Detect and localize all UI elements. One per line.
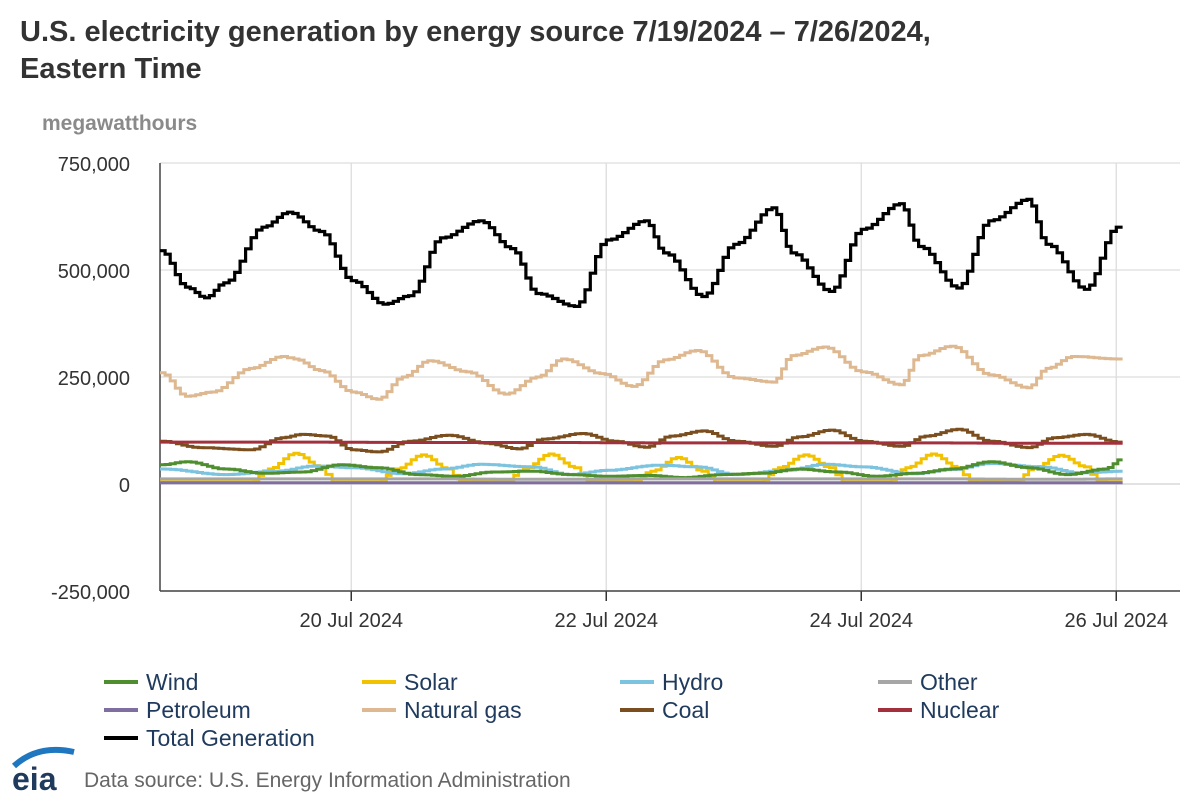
legend-label: Other — [920, 669, 978, 695]
chart-title: U.S. electricity generation by energy so… — [20, 14, 1170, 88]
y-tick-label: 750,000 — [58, 154, 130, 176]
legend-label: Solar — [404, 669, 458, 695]
chart-title-line-1: U.S. electricity generation by energy so… — [20, 16, 931, 48]
tick-label-layer: 750,000 500,000 250,000 0 -250,000 20 Jul 202… — [51, 154, 1168, 632]
data-source-note: Data source: U.S. Energy Information Adm… — [84, 769, 571, 792]
legend-swatch — [878, 680, 912, 684]
legend-swatch — [362, 708, 396, 712]
series-line-wind — [160, 458, 1123, 480]
legend-swatch — [104, 736, 138, 740]
legend-label: Hydro — [662, 669, 724, 695]
axis-layer — [159, 163, 1180, 601]
chart-title-line-2: Eastern Time — [20, 53, 202, 85]
y-tick-label: -250,000 — [51, 582, 130, 604]
legend-swatch — [878, 708, 912, 712]
series-line-coal — [160, 427, 1123, 454]
legend-swatch — [620, 708, 654, 712]
legend-swatch — [104, 680, 138, 684]
series-layer — [160, 197, 1123, 485]
eia-logo-swoosh — [11, 746, 75, 769]
eia-logo: eia — [11, 746, 75, 796]
x-tick-label: 22 Jul 2024 — [555, 610, 658, 632]
legend-label: Nuclear — [920, 697, 1000, 723]
y-tick-label: 250,000 — [58, 368, 130, 390]
x-tick-label: 26 Jul 2024 — [1065, 610, 1168, 632]
legend-swatch — [362, 680, 396, 684]
legend-label: Coal — [662, 697, 710, 723]
legend-label: Natural gas — [404, 697, 522, 723]
legend-label: Total Generation — [146, 725, 315, 751]
legend-label: Petroleum — [146, 697, 251, 723]
x-tick-label: 20 Jul 2024 — [300, 610, 403, 632]
series-line-total-generation — [160, 197, 1123, 308]
legend-swatch — [104, 708, 138, 712]
x-tick-label: 24 Jul 2024 — [810, 610, 913, 632]
legend-label: Wind — [146, 669, 199, 695]
series-line-natural-gas — [160, 344, 1123, 401]
legend-swatch — [620, 680, 654, 684]
eia-logo-text: eia — [12, 761, 57, 796]
y-tick-label: 500,000 — [58, 261, 130, 283]
series-line-nuclear — [160, 440, 1123, 445]
y-tick-label: 0 — [119, 475, 130, 497]
y-axis-unit-label: megawatthours — [42, 112, 198, 135]
